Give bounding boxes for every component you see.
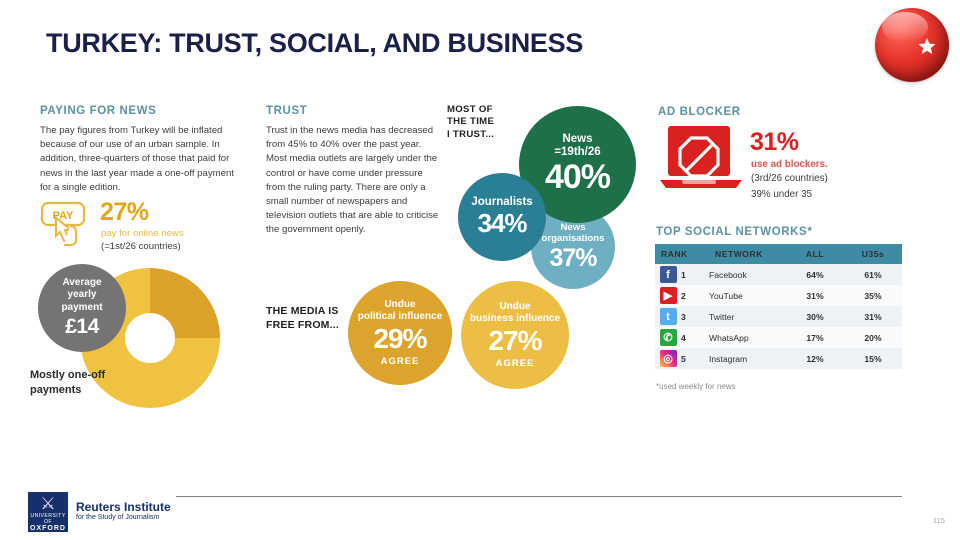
reuters-institute-name: Reuters Institute bbox=[76, 500, 171, 514]
trust-journalists-value: 34% bbox=[477, 207, 527, 238]
row-network: YouTube bbox=[709, 290, 743, 301]
business-value: 27% bbox=[488, 325, 542, 356]
free-label-line2: FREE FROM... bbox=[266, 319, 339, 331]
most-label-line2: THE TIME bbox=[447, 116, 495, 128]
row-rank: 5 bbox=[681, 353, 686, 364]
row-network: Facebook bbox=[709, 269, 747, 280]
section-heading-paying-for-news: PAYING FOR NEWS bbox=[40, 105, 157, 117]
row-network: WhatsApp bbox=[709, 332, 749, 343]
youtube-icon: ▶ bbox=[655, 287, 681, 304]
column-header-rank: RANK bbox=[661, 249, 688, 259]
facebook-icon: f bbox=[655, 266, 681, 283]
pay-stat-line2: (=1st/26 countries) bbox=[101, 241, 181, 252]
row-all: 12% bbox=[806, 353, 824, 364]
media-free-bubble-business: Undue business influence 27% AGREE bbox=[461, 281, 569, 389]
business-caption2: business influence bbox=[469, 312, 561, 324]
ad-blocker-percentage: 31% bbox=[750, 128, 799, 156]
row-rank: 1 bbox=[681, 269, 686, 280]
crest-shield-icon: ⚔ bbox=[40, 494, 56, 513]
row-u35: 15% bbox=[864, 353, 882, 364]
row-all: 30% bbox=[806, 311, 824, 322]
crest-text: UNIVERSITY OF OXFORD bbox=[28, 513, 68, 532]
crest-top-text: UNIVERSITY OF bbox=[30, 513, 66, 525]
table-header-row: RANK NETWORK ALL U35s bbox=[655, 244, 902, 264]
row-u35: 35% bbox=[864, 290, 882, 301]
social-table-footnote: *used weekly for news bbox=[656, 382, 736, 391]
political-caption2: political influence bbox=[357, 310, 443, 322]
ad-blocker-line1: use ad blockers. bbox=[751, 159, 828, 170]
crest-bottom-text: OXFORD bbox=[30, 525, 66, 532]
column-header-all: ALL bbox=[805, 249, 825, 259]
pay-percentage: 27% bbox=[100, 198, 149, 226]
pay-button-icon: PAY bbox=[40, 200, 94, 252]
trust-news-rank: =19th/26 bbox=[554, 145, 601, 158]
ad-blocker-line2: (3rd/26 countries) bbox=[751, 173, 828, 184]
row-all: 64% bbox=[806, 269, 824, 280]
trust-org-caption1: News bbox=[560, 221, 586, 233]
business-caption1: Undue bbox=[499, 301, 531, 312]
row-network: Twitter bbox=[709, 311, 735, 322]
table-row: ▶ 2 YouTube 31% 35% bbox=[655, 285, 902, 306]
column-header-u35s: U35s bbox=[861, 249, 885, 259]
row-rank: 4 bbox=[681, 332, 686, 343]
ad-blocker-line3: 39% under 35 bbox=[751, 189, 813, 200]
page-title: TURKEY: TRUST, SOCIAL, AND BUSINESS bbox=[46, 28, 584, 58]
most-label-line1: MOST OF bbox=[447, 104, 493, 115]
ad-blocker-laptop-icon bbox=[658, 124, 744, 198]
section-heading-top-social-networks: TOP SOCIAL NETWORKS* bbox=[656, 226, 813, 238]
reuters-institute-subtitle: for the Study of Journalism bbox=[76, 514, 160, 521]
oxford-crest-logo: ⚔ UNIVERSITY OF OXFORD bbox=[28, 492, 68, 532]
row-network: Instagram bbox=[709, 353, 748, 364]
trust-bubble-journalists: Journalists 34% bbox=[458, 173, 546, 261]
row-all: 17% bbox=[806, 332, 824, 343]
donut-note: Mostly one-off payments bbox=[30, 368, 105, 398]
political-value: 29% bbox=[373, 323, 427, 354]
row-u35: 31% bbox=[864, 311, 882, 322]
media-free-from-label: THE MEDIA IS FREE FROM... bbox=[266, 304, 339, 332]
average-yearly-payment-bubble: Average yearly payment £14 bbox=[38, 264, 126, 352]
table-row: ✆ 4 WhatsApp 17% 20% bbox=[655, 327, 902, 348]
table-row: ◎ 5 Instagram 12% 15% bbox=[655, 348, 902, 369]
political-agree-label: AGREE bbox=[380, 356, 420, 367]
row-rank: 3 bbox=[681, 311, 686, 322]
most-label-line3: I TRUST... bbox=[447, 128, 495, 140]
avg-label-line2: yearly bbox=[67, 289, 97, 301]
trust-org-value: 37% bbox=[549, 243, 597, 272]
paying-for-news-body: The pay figures from Turkey will be infl… bbox=[40, 125, 234, 193]
section-heading-trust: TRUST bbox=[266, 105, 308, 117]
row-all: 31% bbox=[806, 290, 824, 301]
page-number: 115 bbox=[933, 516, 945, 525]
whatsapp-icon: ✆ bbox=[655, 329, 681, 346]
most-of-the-time-label: MOST OF THE TIME I TRUST... bbox=[447, 104, 494, 141]
trust-body: Trust in the news media has decreased fr… bbox=[266, 125, 439, 236]
free-label-line1: THE MEDIA IS bbox=[266, 305, 339, 317]
turkey-flag-icon bbox=[875, 8, 949, 82]
trust-journalists-caption: Journalists bbox=[471, 195, 533, 208]
section-heading-ad-blocker: AD BLOCKER bbox=[658, 106, 741, 118]
row-u35: 61% bbox=[864, 269, 882, 280]
donut-note-line2: payments bbox=[30, 384, 82, 396]
pay-stat-line1: pay for online news bbox=[101, 228, 184, 239]
political-caption1: Undue bbox=[384, 299, 416, 310]
media-free-bubble-political: Undue political influence 29% AGREE bbox=[348, 281, 452, 385]
social-networks-table: RANK NETWORK ALL U35s f 1 Facebook 64% 6… bbox=[655, 244, 902, 369]
avg-label-line1: Average bbox=[62, 276, 102, 288]
table-row: t 3 Twitter 30% 31% bbox=[655, 306, 902, 327]
donut-hole bbox=[125, 313, 175, 363]
footer-divider bbox=[176, 496, 902, 497]
trust-news-caption: News bbox=[562, 132, 593, 145]
column-header-network: NETWORK bbox=[715, 249, 763, 259]
table-row: f 1 Facebook 64% 61% bbox=[655, 264, 902, 285]
trust-news-value: 40% bbox=[544, 157, 611, 196]
avg-label-line3: payment bbox=[61, 301, 103, 313]
instagram-icon: ◎ bbox=[655, 350, 681, 367]
trust-org-caption2: organisations bbox=[541, 232, 605, 244]
row-rank: 2 bbox=[681, 290, 686, 301]
business-agree-label: AGREE bbox=[495, 358, 535, 369]
twitter-icon: t bbox=[655, 308, 681, 325]
donut-note-line1: Mostly one-off bbox=[30, 369, 106, 381]
row-u35: 20% bbox=[864, 332, 882, 343]
avg-payment-value: £14 bbox=[65, 315, 99, 339]
